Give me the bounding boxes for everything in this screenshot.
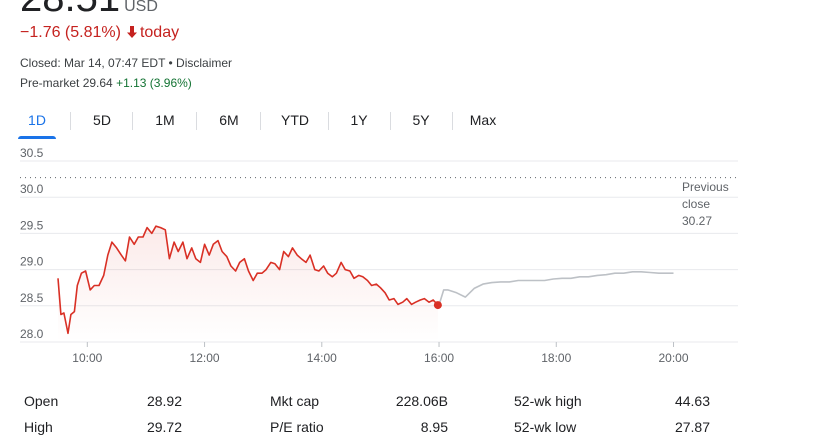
price-change-row: −1.76 (5.81%) today [20,24,179,44]
stat-mktcap-label: Mkt cap [270,393,320,409]
x-tick-label: 12:00 [190,351,220,365]
tab-ytd[interactable]: YTD [281,112,309,128]
x-tick-label: 14:00 [307,351,337,365]
regular-session-area [58,226,438,342]
stat-52wk-high-value: 44.63 [674,393,710,409]
stat-open-value: 28.92 [146,393,182,409]
tab-max[interactable]: Max [469,112,497,128]
stat-pe-value: 8.95 [420,419,448,435]
stat-high-value: 29.72 [146,419,182,435]
tab-divider [260,112,261,130]
stat-mktcap-value: 228.06B [395,393,448,409]
y-tick-label: 30.0 [20,182,44,196]
x-tick-label: 16:00 [424,351,454,365]
arrow-down-icon [126,25,138,44]
stat-open-label: Open [24,393,59,409]
currency-label: USD [124,0,158,15]
x-axis: 10:00 12:00 14:00 16:00 18:00 20:00 [72,342,689,365]
market-status: Closed: Mar 14, 07:47 EDT • Disclaimer [20,56,233,70]
premarket-change: +1.13 (3.96%) [116,76,192,90]
stat-52wk-low-label: 52-wk low [514,419,577,435]
regular-session-line [57,225,439,335]
tab-5y[interactable]: 5Y [412,112,430,128]
y-tick-label: 28.5 [20,291,44,305]
tab-6m[interactable]: 6M [219,112,239,128]
price-header: 28.51 USD [20,0,158,20]
tab-divider [452,112,453,130]
y-tick-label: 30.5 [20,148,44,160]
tab-1m[interactable]: 1M [155,112,175,128]
after-hours-line [438,271,674,306]
y-axis: 28.0 28.5 29.0 29.5 30.0 30.5 [20,148,44,341]
premarket-row: Pre-market 29.64 +1.13 (3.96%) [20,76,192,90]
tab-1y[interactable]: 1Y [350,112,368,128]
tab-divider [390,112,391,130]
tab-divider [70,112,71,130]
previous-close-label-line1: Previous [682,180,729,194]
tab-1d[interactable]: 1D [18,106,56,139]
stat-52wk-low-value: 27.87 [674,419,710,435]
x-tick-label: 18:00 [541,351,571,365]
stat-high-label: High [24,419,53,435]
change-suffix: today [139,24,180,41]
stat-pe-label: P/E ratio [270,419,324,435]
close-price-marker [433,301,442,310]
previous-close-label-line2: close [682,197,710,211]
y-tick-label: 29.5 [20,218,44,232]
tab-5d[interactable]: 5D [93,112,111,128]
tab-divider [328,112,329,130]
price-chart[interactable]: 28.0 28.5 29.0 29.5 30.0 30.5 10:00 12:00 14:00… [0,148,820,370]
premarket-price: 29.64 [82,76,113,90]
price-change: −1.76 (5.81%) [20,24,121,41]
x-tick-label: 10:00 [72,351,102,365]
y-tick-label: 29.0 [20,255,44,269]
tab-divider [196,112,197,130]
current-price: 28.51 [20,0,120,20]
tab-divider [132,112,133,130]
premarket-label: Pre-market [20,76,80,90]
x-tick-label: 20:00 [659,351,689,365]
stat-52wk-high-label: 52-wk high [514,393,582,409]
previous-close-value: 30.27 [682,214,712,228]
y-tick-label: 28.0 [20,327,44,341]
